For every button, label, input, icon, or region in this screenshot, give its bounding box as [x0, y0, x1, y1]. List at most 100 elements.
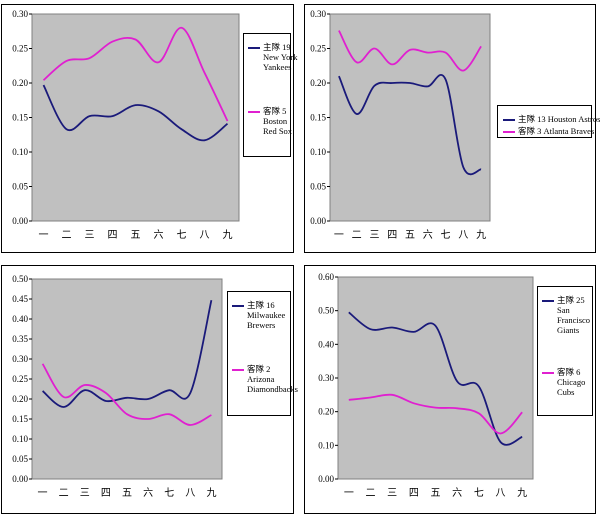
x-tick-label: 二 [62, 230, 72, 241]
y-tick-label: 0.05 [12, 182, 28, 192]
x-tick-label: 七 [177, 229, 187, 241]
x-tick-label: 七 [441, 229, 451, 241]
x-tick-label: 四 [108, 230, 118, 241]
x-tick-label: 四 [101, 488, 111, 499]
legend-swatch [503, 119, 515, 121]
y-tick-label: 0.10 [318, 440, 334, 450]
x-tick-label: 九 [476, 229, 486, 241]
legend-label-line: Chicago [557, 377, 586, 387]
legend-label-line: San [557, 305, 570, 315]
legend-2: 主隊 13 Houston Astros 客隊 3 Atlanta Braves [497, 105, 600, 138]
x-tick-label: 二 [366, 488, 376, 499]
y-tick-label: 0.25 [12, 44, 28, 54]
y-tick-label: 0.40 [12, 314, 28, 324]
x-tick-label: 八 [200, 230, 210, 241]
y-tick-label: 0.35 [12, 334, 28, 344]
chart-svg-2: 0.00 0.05 0.10 0.15 0.20 0.25 0.30 一二三四五六七八九 [310, 9, 491, 241]
x-tick-label: 二 [352, 230, 362, 241]
legend-label-line: Francisco [557, 315, 591, 325]
x-tick-label: 五 [122, 488, 132, 499]
y-tick-label: 0.45 [12, 294, 28, 304]
legend-label-line: Brewers [247, 320, 276, 330]
legend-label-line: Red Sox [263, 126, 293, 136]
x-tick-label: 二 [59, 488, 69, 499]
y-tick-label: 0.25 [310, 44, 326, 54]
y-tick-label: 0.05 [310, 182, 326, 192]
chart-svg-1: 0.00 0.05 0.10 0.15 0.20 0.25 0.30 一 二 三 四 五 六 七 八 九 [12, 9, 240, 241]
y-tick-label: 0.00 [318, 474, 334, 484]
x-tick-label: 九 [223, 229, 233, 241]
legend-swatch [503, 131, 515, 133]
legend-label-line: 客隊 3 Atlanta Braves [518, 126, 595, 136]
plot-area [31, 278, 223, 480]
legend-label-line: New York [263, 52, 298, 62]
legend-label-line: Boston [263, 116, 288, 126]
legend-label-line: Arizona [247, 374, 275, 384]
x-tick-label: 一 [39, 230, 49, 241]
legend-label-line: Cubs [557, 387, 575, 397]
series-line-home [42, 300, 213, 408]
y-tick-label: 0.20 [310, 78, 326, 88]
y-tick-label: 0.25 [12, 374, 28, 384]
x-tick-label: 三 [387, 488, 397, 499]
y-tick-label: 0.30 [318, 373, 334, 383]
series-line-away [41, 363, 212, 426]
legend-label-line: Diamondbacks [247, 384, 298, 394]
y-tick-label: 0.40 [318, 339, 334, 349]
series-line-away [338, 30, 482, 72]
series-line-away [348, 393, 523, 435]
x-tick-label: 六 [154, 229, 164, 241]
y-tick-label: 0.10 [12, 434, 28, 444]
y-tick-label: 0.20 [12, 78, 28, 88]
plot-area [329, 13, 491, 222]
legend-label-line: 主隊 19 [263, 42, 291, 52]
chart-panel-4: 0.00 0.10 0.20 0.30 0.40 0.50 0.60 一 二三 四 五六七 八九 主隊… [304, 265, 596, 514]
x-tick-label: 一 [344, 488, 354, 499]
y-tick-label: 0.20 [318, 407, 334, 417]
y-tick-label: 0.15 [12, 113, 28, 123]
x-tick-label: 一 [38, 488, 48, 499]
x-tick-label: 五 [131, 230, 141, 241]
y-tick-label: 0.00 [12, 474, 28, 484]
y-tick-label: 0.60 [318, 272, 334, 282]
x-tick-label: 八 [458, 230, 468, 241]
y-tick-label: 0.30 [310, 9, 326, 19]
chart-panel-3: 0.00 0.05 0.10 0.15 0.20 0.25 0.30 0.35 0.40 0.45… [1, 265, 298, 514]
x-tick-label: 九 [517, 487, 527, 499]
legend-label-line: 主隊 13 Houston Astros [518, 114, 600, 124]
legend-4: 主隊 25 San Francisco Giants 客隊 6 Chicago Cubs [537, 286, 593, 416]
x-tick-label: 四 [409, 488, 419, 499]
y-tick-label: 0.05 [12, 454, 28, 464]
series-line-away [42, 26, 229, 122]
y-tick-label: 0.50 [318, 306, 334, 316]
legend-label-line: 客隊 2 [247, 364, 271, 374]
chart-panel-1: 0.00 0.05 0.10 0.15 0.20 0.25 0.30 一 二 三 四 五 六 七 八 九 主隊… [1, 4, 298, 253]
y-tick-label: 0.15 [310, 113, 326, 123]
y-tick-label: 0.15 [12, 414, 28, 424]
series-line-home [348, 311, 523, 446]
y-tick-label: 0.00 [12, 216, 28, 226]
x-tick-label: 九 [206, 487, 216, 499]
legend-label-line: 主隊 16 [247, 300, 275, 310]
x-tick-label: 五 [431, 488, 441, 499]
x-tick-label: 一 [334, 230, 344, 241]
plot-area [337, 276, 534, 480]
legend-swatch [232, 305, 244, 307]
legend-label-line: Giants [557, 325, 580, 335]
plot-area [31, 13, 240, 222]
legend-label-line: Yankees [263, 62, 292, 72]
series-line-home [42, 84, 229, 142]
chart-panel-2: 0.00 0.05 0.10 0.15 0.20 0.25 0.30 一二三四五六七八九 主隊… [304, 4, 600, 253]
y-tick-label: 0.10 [310, 147, 326, 157]
legend-swatch [248, 47, 260, 49]
x-tick-label: 七 [164, 487, 174, 499]
y-tick-label: 0.10 [12, 147, 28, 157]
legend-label-line: 客隊 5 [263, 106, 287, 116]
legend-swatch [542, 372, 554, 374]
legend-swatch [542, 300, 554, 302]
x-tick-label: 六 [423, 229, 433, 241]
x-tick-label: 五 [405, 230, 415, 241]
series-line-home [338, 73, 482, 176]
y-tick-label: 0.50 [12, 274, 28, 284]
x-tick-label: 八 [496, 488, 506, 499]
